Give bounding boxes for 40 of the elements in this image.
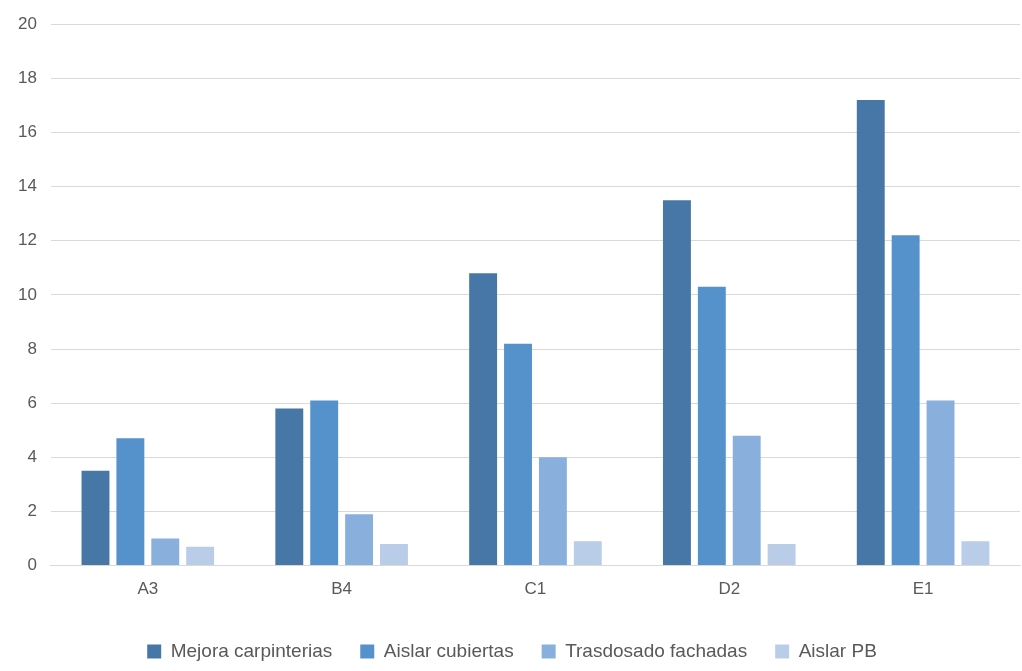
bar (961, 541, 990, 566)
y-tick-label: 8 (27, 338, 37, 358)
bar (469, 273, 498, 566)
bar (116, 438, 145, 566)
bar (767, 543, 796, 566)
y-tick-label: 0 (27, 555, 37, 575)
legend-label: Mejora carpinterias (170, 639, 333, 661)
bar (151, 538, 180, 566)
x-tick-label: D2 (718, 579, 741, 599)
bar (856, 100, 885, 566)
bar (380, 543, 408, 566)
x-tick-label: C1 (524, 579, 547, 599)
legend-label: Aislar cubiertas (383, 639, 514, 661)
y-tick-label: 6 (27, 392, 37, 412)
y-tick-label: 16 (17, 122, 37, 142)
bar (275, 408, 304, 566)
bar (345, 514, 374, 566)
legend-label: Aislar PB (798, 639, 877, 661)
y-tick-label: 2 (27, 501, 37, 521)
y-tick-label: 4 (27, 447, 37, 467)
y-tick-label: 14 (17, 176, 37, 196)
y-tick-label: 20 (17, 13, 37, 33)
bar (662, 200, 691, 566)
bar (538, 457, 567, 566)
bar (186, 546, 215, 566)
bar (732, 435, 761, 566)
x-tick-label: E1 (912, 579, 934, 599)
bar (310, 400, 339, 566)
y-tick-label: 10 (17, 284, 37, 304)
bar (926, 400, 955, 566)
x-tick-label: B4 (331, 579, 353, 599)
y-tick-label: 18 (17, 68, 37, 88)
bar (573, 541, 602, 566)
bar (504, 343, 532, 566)
bar (891, 235, 920, 566)
y-tick-label: 12 (17, 230, 37, 250)
legend-label: Trasdosado fachadas (565, 639, 748, 661)
bar (81, 470, 110, 566)
bar (697, 286, 726, 566)
x-tick-label: A3 (137, 579, 159, 599)
